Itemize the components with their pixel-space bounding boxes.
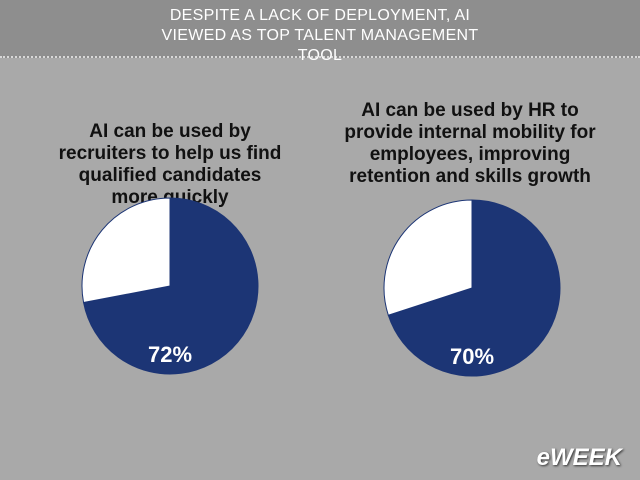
pie-slice xyxy=(81,197,171,304)
pie-slice xyxy=(82,197,259,375)
header: DESPITE A LACK OF DEPLOYMENT, AI VIEWED … xyxy=(0,0,640,64)
chart-title: AI can be used by HR to provide internal… xyxy=(344,100,596,187)
logo: eWEEK xyxy=(536,444,622,471)
value-label: 72% xyxy=(148,342,192,367)
value-label: 70% xyxy=(450,344,494,369)
pie-slice xyxy=(383,199,473,316)
header-title: DESPITE A LACK OF DEPLOYMENT, AI VIEWED … xyxy=(161,7,479,64)
pie-slice xyxy=(387,199,561,377)
